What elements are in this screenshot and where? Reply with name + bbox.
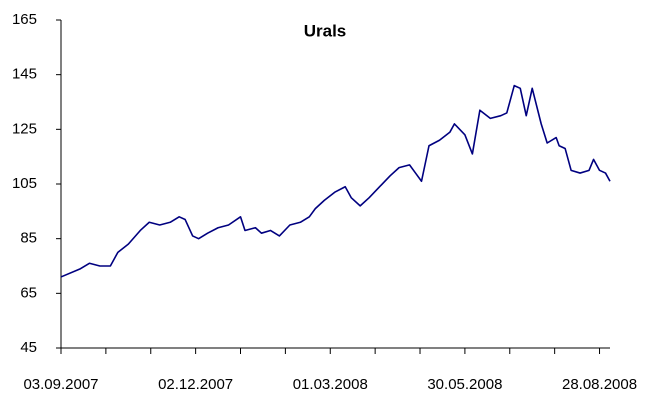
x-tick-label: 30.05.2008 [427, 376, 502, 393]
x-tick-label: 01.03.2008 [293, 376, 368, 393]
y-tick-label: 85 [20, 230, 37, 247]
y-tick-label: 65 [20, 284, 37, 301]
y-tick-label: 165 [12, 11, 37, 28]
chart-title: Urals [304, 21, 347, 40]
y-tick-label: 125 [12, 120, 37, 137]
y-tick-label: 105 [12, 175, 37, 192]
x-tick-label: 03.09.2007 [23, 376, 98, 393]
x-tick-label: 28.08.2008 [562, 376, 637, 393]
data-line [60, 84, 611, 278]
x-tick-label: 02.12.2007 [158, 376, 233, 393]
y-tick-label: 45 [20, 339, 37, 356]
y-tick-label: 145 [12, 66, 37, 83]
